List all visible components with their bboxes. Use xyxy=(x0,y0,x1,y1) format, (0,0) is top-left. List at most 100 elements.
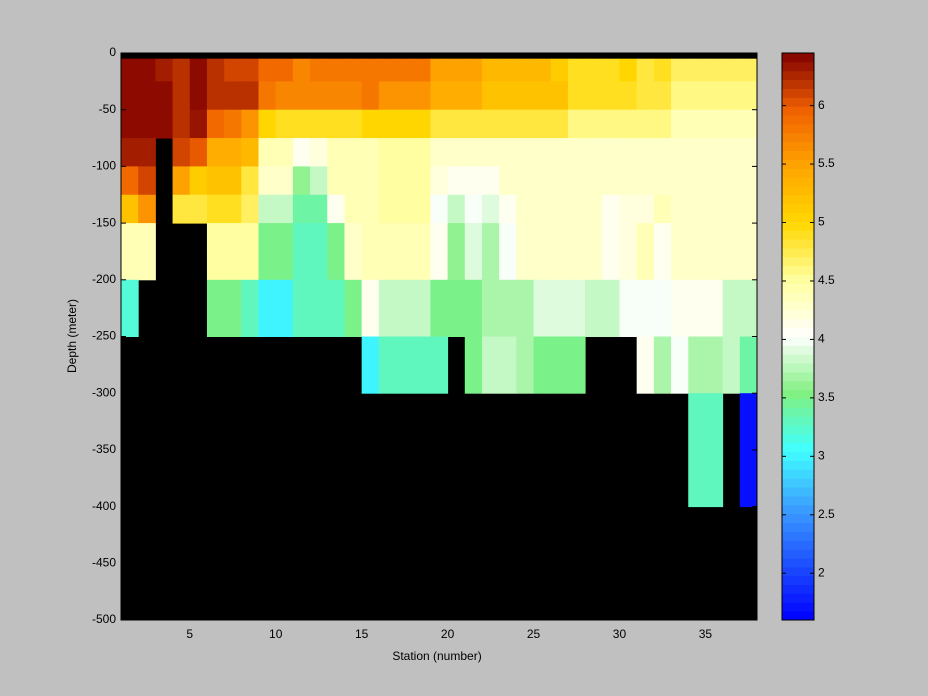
heat-cell xyxy=(481,336,500,394)
heat-cell xyxy=(653,251,672,281)
heat-cell xyxy=(172,109,191,139)
heat-cell xyxy=(258,58,277,82)
heat-cell xyxy=(533,279,552,337)
colorbar-swatch xyxy=(782,256,814,267)
heat-cell xyxy=(396,336,414,394)
colorbar-swatch xyxy=(782,141,814,151)
heat-cell xyxy=(619,251,638,281)
heat-cell xyxy=(567,223,586,252)
heat-cell xyxy=(585,58,603,82)
heat-cell xyxy=(550,58,569,82)
heat-cell xyxy=(481,109,500,139)
heat-cell xyxy=(361,166,380,196)
heat-cell xyxy=(396,109,414,139)
colorbar-tick-label: 2.5 xyxy=(818,507,835,521)
heat-cell xyxy=(739,109,758,139)
colorbar-swatch xyxy=(782,70,814,81)
heat-cell xyxy=(481,251,500,281)
colorbar-swatch xyxy=(782,106,814,116)
heat-cell xyxy=(224,81,242,111)
colorbar-swatch xyxy=(782,354,814,364)
heat-cell xyxy=(258,166,277,196)
heat-cell xyxy=(619,81,638,111)
heat-cell xyxy=(516,336,535,394)
x-tick-label: 5 xyxy=(186,627,193,641)
heat-cell xyxy=(602,138,620,167)
colorbar-swatch xyxy=(782,159,814,169)
heat-cell xyxy=(292,138,311,167)
heat-cell xyxy=(533,223,552,252)
heat-cell xyxy=(533,138,552,167)
y-tick-label: -200 xyxy=(92,272,116,286)
heat-cell xyxy=(516,194,535,224)
heat-cell xyxy=(413,223,431,252)
heat-cell xyxy=(636,109,655,139)
x-tick-label: 20 xyxy=(441,627,455,641)
heat-cell xyxy=(224,251,242,281)
heat-cell xyxy=(671,109,689,139)
heat-cell xyxy=(602,223,620,252)
heat-cell xyxy=(705,166,724,196)
heat-cell xyxy=(121,194,139,224)
heat-cell xyxy=(602,166,620,196)
heat-cell xyxy=(155,58,174,82)
heat-cell xyxy=(275,251,294,281)
heat-cell xyxy=(361,251,380,281)
heat-cell xyxy=(739,58,758,82)
heat-cell xyxy=(705,336,724,394)
heat-cell xyxy=(378,336,397,394)
heat-cell xyxy=(224,58,242,82)
heat-cell xyxy=(499,194,517,224)
heat-cell xyxy=(206,223,225,252)
colorbar-swatch xyxy=(782,115,814,125)
heat-cell xyxy=(585,81,603,111)
heat-cell xyxy=(550,81,569,111)
heat-cell xyxy=(138,166,156,196)
heat-cell xyxy=(533,194,552,224)
colorbar-tick-label: 5 xyxy=(818,215,825,229)
x-tick-label: 30 xyxy=(613,627,627,641)
heat-cell xyxy=(413,336,431,394)
heat-cell xyxy=(722,81,741,111)
heat-cell xyxy=(430,138,449,167)
heat-cell xyxy=(567,336,586,394)
heat-cell xyxy=(550,166,569,196)
heat-cell xyxy=(172,58,191,82)
heat-cell xyxy=(378,166,397,196)
heat-cell xyxy=(516,223,535,252)
colorbar-swatch xyxy=(782,239,814,249)
heat-cell xyxy=(292,279,311,337)
heat-cell xyxy=(447,138,466,167)
heat-cell xyxy=(567,279,586,337)
heat-cell xyxy=(688,166,706,196)
heat-cell xyxy=(550,251,569,281)
heat-cell xyxy=(688,251,706,281)
colorbar-tick-label: 4 xyxy=(818,332,825,346)
heat-cell xyxy=(739,81,758,111)
heat-cell xyxy=(739,138,758,167)
colorbar-swatch xyxy=(782,53,814,63)
colorbar-tick-label: 2 xyxy=(818,565,825,579)
y-axis-label: Depth (meter) xyxy=(65,299,79,373)
heat-cell xyxy=(241,109,260,139)
heat-cell xyxy=(275,223,294,252)
heat-cell xyxy=(516,109,535,139)
heat-cell xyxy=(310,138,328,167)
heat-cell xyxy=(602,58,620,82)
heat-cell xyxy=(705,194,724,224)
colorbar-swatch xyxy=(782,318,814,329)
heat-cell xyxy=(241,279,260,337)
heat-cell xyxy=(739,166,758,196)
heat-cell xyxy=(705,81,724,111)
y-tick-label: -450 xyxy=(92,555,116,569)
colorbar-swatch xyxy=(782,433,814,444)
heat-cell xyxy=(688,138,706,167)
colorbar-swatch xyxy=(782,88,814,98)
heat-cell xyxy=(172,194,191,224)
heat-cell xyxy=(172,166,191,196)
heat-cell xyxy=(361,194,380,224)
heat-cell xyxy=(258,251,277,281)
heat-cell xyxy=(155,81,174,111)
colorbar-swatch xyxy=(782,487,814,497)
heat-cell xyxy=(585,223,603,252)
